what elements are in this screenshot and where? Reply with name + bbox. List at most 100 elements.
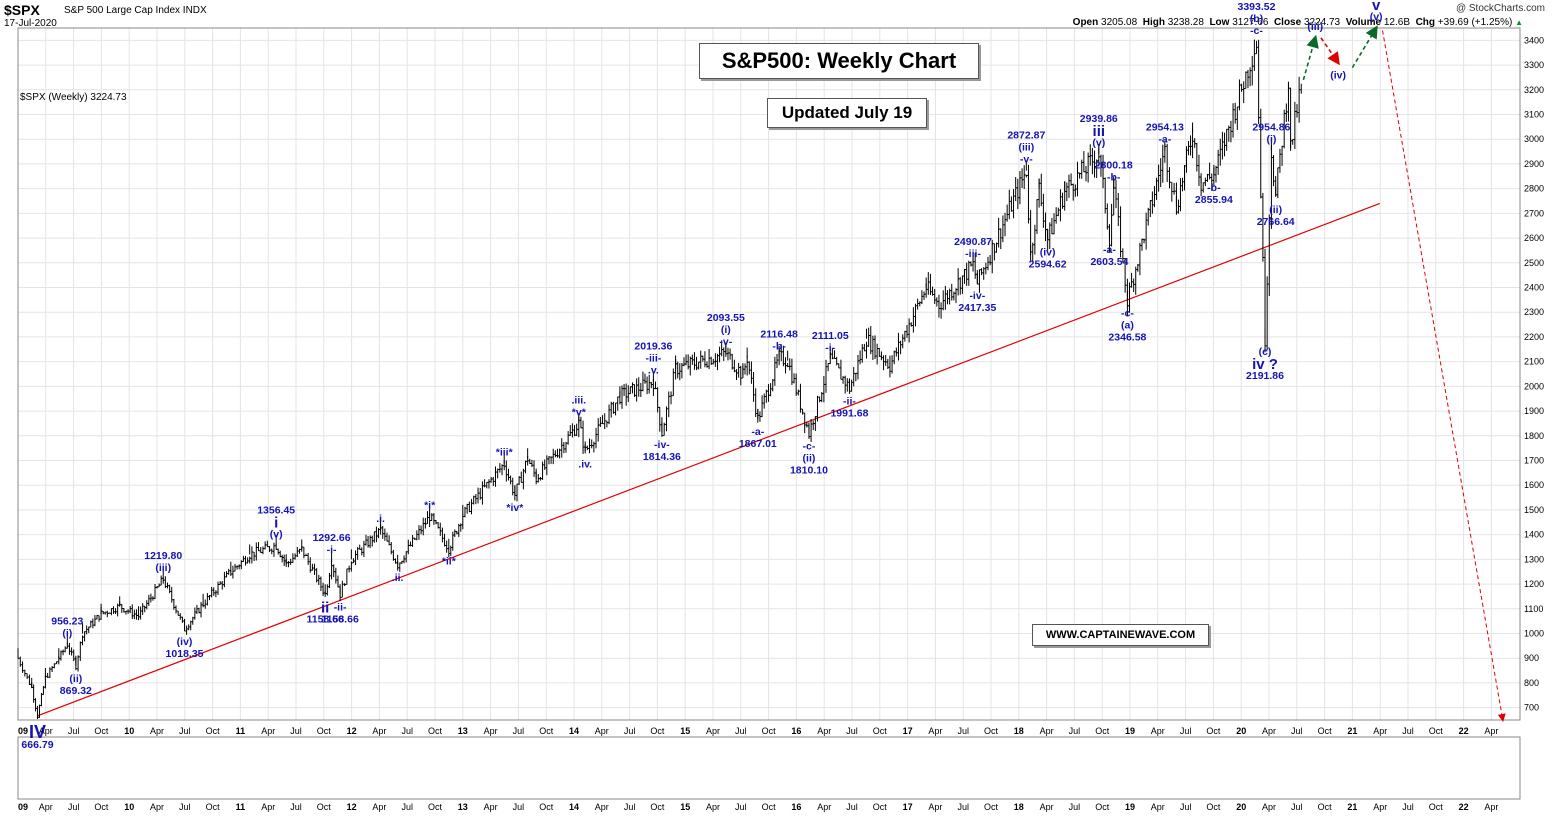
x-tick-label-lower: Apr <box>1484 802 1498 812</box>
wave-label: 2093.55(i)-v- <box>707 312 745 348</box>
stockcharts-credit[interactable]: @ StockCharts.com <box>1455 3 1545 14</box>
x-tick-label: Oct <box>1206 726 1221 736</box>
x-tick-label-lower: Oct <box>1206 802 1221 812</box>
wave-label: 2116.48-b- <box>760 329 798 353</box>
wave-label-line: 2417.35 <box>958 302 996 314</box>
y-tick-label: 3200 <box>1524 85 1544 95</box>
wave-label: (iv)2594.62 <box>1029 246 1067 270</box>
wave-label-line: 1158.66 <box>306 613 344 625</box>
x-tick-label: Jul <box>1180 726 1192 736</box>
x-tick-label: Oct <box>1318 726 1333 736</box>
wave-label-line: iii <box>1093 123 1106 140</box>
wave-label-line: v <box>1372 0 1381 14</box>
wave-label-line: 2093.55 <box>707 312 745 324</box>
x-tick-label-lower: 11 <box>236 802 246 812</box>
x-tick-label-lower: Oct <box>428 802 443 812</box>
x-tick-label: Apr <box>150 726 164 736</box>
y-tick-label: 2300 <box>1524 307 1544 317</box>
wave-label: 1292.66-i- <box>313 532 351 556</box>
wave-label: (iii) <box>1307 21 1323 33</box>
up-arrow-icon: ▲ <box>1515 18 1523 27</box>
x-tick-label-lower: 12 <box>347 802 357 812</box>
wave-label-line: (v) <box>270 528 283 540</box>
wave-label-line: -b- <box>1207 182 1221 194</box>
x-tick-label: Oct <box>1429 726 1444 736</box>
wave-label: .iv. <box>578 458 592 470</box>
x-tick-label-lower: Apr <box>484 802 498 812</box>
trendline-segment <box>37 202 1381 717</box>
y-tick-label: 1900 <box>1524 406 1544 416</box>
update-note-box: Updated July 19 <box>767 98 927 128</box>
y-tick-label: 2400 <box>1524 283 1544 293</box>
wave-label: *iii* <box>496 447 514 459</box>
wave-label-line: -iv- <box>969 290 985 302</box>
x-tick-label: Jul <box>1069 726 1081 736</box>
wave-label-line: (v) <box>1370 11 1383 23</box>
wave-label-line: .iii. <box>571 394 586 406</box>
wave-label-line: 2800.18 <box>1095 160 1133 172</box>
wave-label: 3393.52(b)-c- <box>1238 1 1276 37</box>
x-tick-label-lower: Apr <box>372 802 386 812</box>
volume-label: Volume <box>1345 17 1382 28</box>
website-watermark[interactable]: WWW.CAPTAINEWAVE.COM <box>1032 624 1209 646</box>
high-value: 3238.28 <box>1167 17 1204 28</box>
x-tick-label: 19 <box>1125 726 1135 736</box>
wave-label: .i. <box>376 513 385 525</box>
wave-label-line: .iv. <box>578 458 592 470</box>
chart-symbol: $SPX <box>4 2 40 18</box>
wave-label: (ii)2766.64 <box>1257 204 1295 228</box>
y-tick-label: 2600 <box>1524 233 1544 243</box>
x-tick-label: 09 <box>18 726 28 736</box>
x-tick-label-lower: 13 <box>458 802 468 812</box>
x-tick-label-lower: Jul <box>1180 802 1192 812</box>
wave-label: 1356.45i(v) <box>257 504 295 540</box>
x-tick-label: Jul <box>624 726 636 736</box>
x-tick-label-lower: 18 <box>1014 802 1024 812</box>
wave-label-line: -ii- <box>334 601 347 613</box>
x-tick-label: Apr <box>261 726 275 736</box>
x-tick-label-lower: Apr <box>150 802 164 812</box>
x-tick-label: Oct <box>428 726 443 736</box>
x-tick-label: Apr <box>484 726 498 736</box>
wave-label: -c-(a)2346.58 <box>1108 308 1146 344</box>
chg-value: +39.69 (+1.25%) <box>1437 17 1513 28</box>
wave-label: 2954.13-a- <box>1146 122 1184 146</box>
wave-label-line: (v) <box>1092 137 1105 149</box>
x-tick-label: 13 <box>458 726 468 736</box>
high-label: High <box>1142 17 1165 28</box>
x-tick-label-lower: Apr <box>595 802 609 812</box>
x-tick-label: Oct <box>1095 726 1110 736</box>
x-tick-label: 10 <box>124 726 134 736</box>
x-tick-label: Jul <box>957 726 969 736</box>
wave-label-line: -iv- <box>654 439 670 451</box>
wave-label-line: *i* <box>424 499 436 511</box>
wave-label-line: 1356.45 <box>257 504 295 516</box>
wave-label-line: 1219.80 <box>144 550 182 562</box>
x-tick-label-lower: Apr <box>261 802 275 812</box>
wave-label-line: -b- <box>1107 172 1121 184</box>
x-tick-label: 20 <box>1236 726 1246 736</box>
y-tick-label: 700 <box>1524 703 1539 713</box>
wave-label: (ii)869.32 <box>60 673 92 697</box>
x-tick-label: Jul <box>735 726 747 736</box>
wave-label-line: (i) <box>62 627 72 639</box>
y-tick-label: 2500 <box>1524 258 1544 268</box>
wave-label-line: -iii- <box>965 248 981 260</box>
wave-label-line: 2111.05 <box>812 330 849 342</box>
wave-label: -iv-2417.35 <box>958 290 996 314</box>
series-label: $SPX (Weekly) 3224.73 <box>20 92 127 103</box>
x-tick-label-lower: 16 <box>791 802 801 812</box>
wave-label: (c)iv ?2191.86 <box>1246 346 1284 382</box>
y-tick-label: 3400 <box>1524 35 1544 45</box>
wave-label-line: (iv) <box>1040 246 1056 258</box>
wave-label-line: (b) <box>1250 13 1263 25</box>
x-tick-label: Apr <box>817 726 831 736</box>
wave-label-line: iv ? <box>1252 356 1278 373</box>
wave-label-line: 869.32 <box>60 685 92 697</box>
main-panel-frame <box>17 27 1521 721</box>
wave-label: -b-2855.94 <box>1195 182 1233 206</box>
wave-label-line: 2603.54 <box>1090 256 1128 268</box>
wave-label: 2111.05-i- <box>812 330 849 354</box>
x-tick-label: Apr <box>706 726 720 736</box>
y-tick-label: 2700 <box>1524 208 1544 218</box>
